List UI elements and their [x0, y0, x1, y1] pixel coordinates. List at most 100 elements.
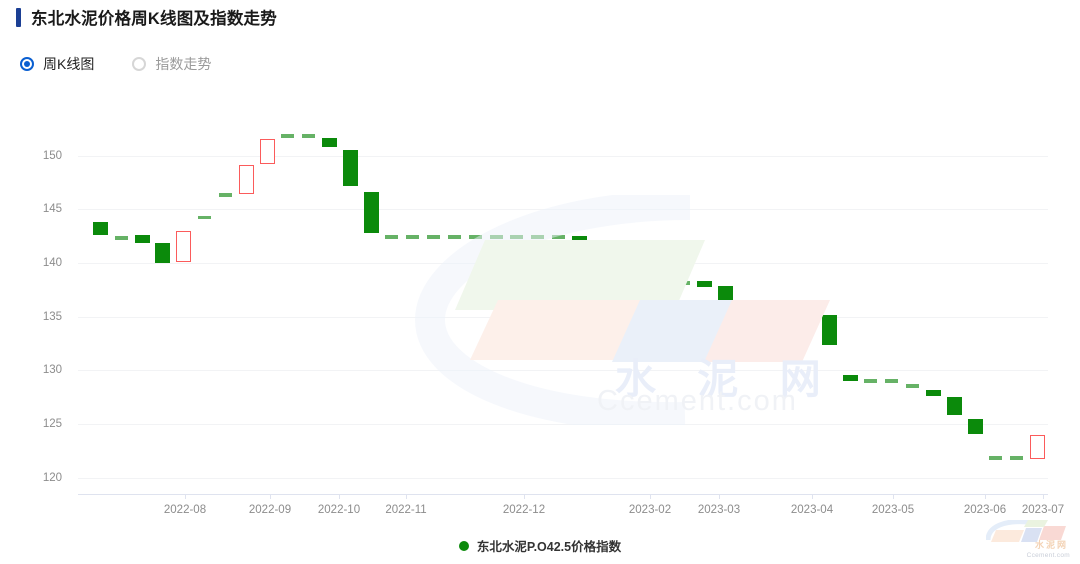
candlestick-down[interactable] [238, 165, 254, 195]
candlestick-up[interactable] [696, 281, 712, 288]
x-axis-tick-mark [985, 495, 986, 499]
candlestick-up[interactable] [925, 389, 941, 397]
candlestick-flat[interactable] [531, 235, 545, 239]
x-axis-tick-mark [524, 495, 525, 499]
candlestick-up[interactable] [821, 314, 837, 345]
y-gridline [78, 209, 1048, 211]
y-gridline [78, 263, 1048, 265]
x-axis-tick-mark [650, 495, 651, 499]
candlestick-flat[interactable] [989, 456, 1003, 460]
x-axis-tick-label: 2023-04 [790, 504, 834, 516]
candlestick-flat[interactable] [427, 235, 441, 239]
page-title: 东北水泥价格周K线图及指数走势 [31, 10, 277, 28]
x-axis-tick-label: 2023-06 [963, 504, 1007, 516]
corner-logo-icon [986, 520, 1066, 542]
candlestick-up[interactable] [363, 192, 379, 233]
y-axis-tick-label: 130 [42, 364, 62, 377]
chart-legend[interactable]: 东北水泥P.O42.5价格指数 [0, 536, 1080, 555]
view-mode-radio-group[interactable]: 周K线图 指数走势 [20, 54, 249, 74]
candlestick-down[interactable] [1030, 434, 1046, 459]
x-axis-tick-label: 2022-10 [317, 504, 361, 516]
candlestick-flat[interactable] [489, 235, 503, 239]
x-axis-tick-label: 2023-07 [1021, 504, 1065, 516]
y-gridline [78, 316, 1048, 318]
candlestick-up[interactable] [717, 285, 733, 301]
candlestick-up[interactable] [155, 242, 171, 264]
x-axis-tick-label: 2023-03 [697, 504, 741, 516]
x-axis-tick-label: 2022-09 [248, 504, 292, 516]
x-axis-tick-label: 2022-12 [502, 504, 546, 516]
candlestick-flat[interactable] [552, 235, 566, 239]
candlestick-down[interactable] [259, 139, 275, 165]
candlestick-up[interactable] [342, 150, 358, 186]
candlestick-flat[interactable] [906, 384, 920, 388]
candlestick-flat[interactable] [864, 379, 878, 383]
radio-dot-icon [20, 57, 34, 71]
candlestick-flat[interactable] [885, 379, 899, 383]
candlestick-flat[interactable] [656, 281, 670, 285]
candlestick-flat[interactable] [406, 235, 420, 239]
x-axis-tick-mark [185, 495, 186, 499]
candlestick-flat[interactable] [510, 235, 524, 239]
candlestick-flat[interactable] [114, 236, 128, 240]
radio-label-index-trend: 指数走势 [155, 56, 212, 72]
candlestick-down[interactable] [176, 230, 192, 262]
candlestick-flat[interactable] [739, 301, 753, 306]
y-axis-tick-label: 120 [42, 471, 62, 484]
x-axis-tick-mark [893, 495, 894, 499]
y-axis-tick-label: 125 [42, 418, 62, 431]
candlestick-flat[interactable] [447, 235, 461, 239]
candlestick-flat[interactable] [385, 235, 399, 239]
x-axis-tick-label: 2022-08 [163, 504, 207, 516]
candlestick-up[interactable] [571, 236, 587, 243]
candlestick-up[interactable] [613, 243, 629, 279]
y-gridline [78, 155, 1048, 157]
x-axis-tick-mark [270, 495, 271, 499]
y-gridline [78, 477, 1048, 479]
candlestick-up[interactable] [322, 138, 337, 147]
title-accent-bar [16, 7, 21, 27]
candlestick-flat[interactable] [1010, 456, 1024, 460]
candlestick-up[interactable] [134, 235, 150, 243]
y-axis-tick-label: 135 [42, 310, 62, 323]
candlestick-flat[interactable] [635, 281, 649, 285]
x-axis-tick-mark [339, 495, 340, 499]
x-axis-line [78, 494, 1048, 495]
candlestick-up[interactable] [967, 418, 983, 434]
x-axis-tick-mark [719, 495, 720, 499]
x-axis-tick-label: 2023-05 [871, 504, 915, 516]
page-header: 东北水泥价格周K线图及指数走势 [0, 0, 1080, 34]
candlestick-up[interactable] [946, 397, 962, 415]
candlestick-up[interactable] [842, 374, 858, 381]
radio-week-kline[interactable]: 周K线图 [20, 54, 94, 74]
legend-marker-icon [458, 540, 469, 551]
candlestick-flat[interactable] [281, 134, 295, 138]
candlestick-flat[interactable] [677, 281, 691, 285]
candlestick-flat[interactable] [198, 215, 212, 220]
y-gridline [78, 370, 1048, 372]
y-axis-tick-label: 140 [42, 257, 62, 270]
x-axis-tick-mark [1043, 495, 1044, 499]
y-axis-tick-label: 150 [42, 149, 62, 162]
x-axis-tick-mark [406, 495, 407, 499]
candlestick-flat[interactable] [760, 301, 774, 306]
candlestick-flat[interactable] [302, 134, 316, 138]
y-axis-tick-label: 145 [42, 203, 62, 216]
radio-index-trend[interactable]: 指数走势 [132, 54, 211, 74]
x-axis-tick-mark [812, 495, 813, 499]
x-axis-tick-label: 2023-02 [628, 504, 672, 516]
legend-label: 东北水泥P.O42.5价格指数 [476, 540, 622, 554]
candlestick-flat[interactable] [468, 235, 482, 239]
candlestick-up[interactable] [92, 222, 108, 236]
candlestick-up[interactable] [780, 300, 796, 307]
radio-label-week-kline: 周K线图 [43, 56, 95, 72]
candlestick-up[interactable] [801, 310, 816, 317]
corner-watermark-cn: 水泥网 [1034, 540, 1068, 550]
x-axis-tick-label: 2022-11 [385, 504, 427, 516]
y-gridline [78, 424, 1048, 426]
candlestick-flat[interactable] [218, 193, 232, 197]
corner-watermark-en: Ccement.com [1026, 552, 1070, 559]
candlestick-flat[interactable] [593, 244, 607, 249]
